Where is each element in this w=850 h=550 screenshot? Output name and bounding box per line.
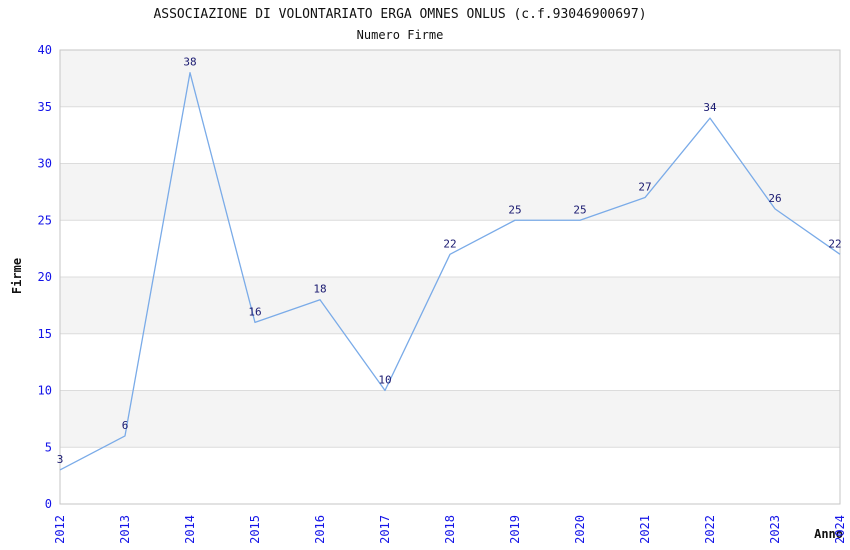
- y-tick-label: 10: [38, 384, 52, 398]
- y-tick-label: 25: [38, 213, 52, 227]
- x-tick-label: 2017: [378, 515, 392, 544]
- data-line: [59, 72, 841, 471]
- x-tick-label: 2024: [833, 515, 847, 544]
- data-label: 38: [183, 56, 196, 69]
- data-label: 22: [828, 237, 841, 250]
- data-label: 22: [443, 237, 456, 250]
- x-tick-label: 2022: [703, 515, 717, 544]
- data-label: 3: [57, 453, 64, 466]
- data-label: 34: [703, 101, 717, 114]
- x-tick-label: 2020: [573, 515, 587, 544]
- y-tick-label: 15: [38, 327, 52, 341]
- data-label: 16: [248, 305, 261, 318]
- data-label: 10: [378, 374, 391, 387]
- grid-band: [60, 390, 840, 448]
- data-label: 26: [768, 192, 781, 205]
- plot-border: [59, 49, 841, 505]
- x-tick-label: 2016: [313, 515, 327, 544]
- y-tick-label: 35: [38, 100, 52, 114]
- data-label: 25: [573, 203, 586, 216]
- grid-band: [60, 50, 840, 107]
- x-tick-label: 2021: [638, 515, 652, 544]
- y-tick-label: 5: [45, 440, 52, 454]
- x-tick-label: 2019: [508, 515, 522, 544]
- chart-subtitle: Numero Firme: [356, 28, 444, 42]
- x-tick-label: 2018: [443, 515, 457, 544]
- x-tick-label: 2014: [183, 515, 197, 544]
- x-tick-label: 2013: [118, 515, 132, 544]
- data-label: 6: [122, 419, 129, 432]
- y-tick-label: 20: [38, 270, 52, 284]
- x-tick-label: 2015: [248, 515, 262, 544]
- y-tick-label: 0: [45, 497, 52, 511]
- data-label: 18: [313, 283, 326, 296]
- x-axis-label: Anno: [814, 527, 843, 541]
- data-label: 27: [638, 181, 651, 194]
- x-tick-label: 2023: [768, 515, 782, 544]
- y-tick-label: 40: [38, 43, 52, 57]
- y-tick-label: 30: [38, 157, 52, 171]
- grid-band: [60, 163, 840, 221]
- data-label: 25: [508, 203, 521, 216]
- x-tick-label: 2012: [53, 515, 67, 544]
- chart-title: ASSOCIAZIONE DI VOLONTARIATO ERGA OMNES …: [153, 7, 647, 22]
- grid-band: [60, 277, 840, 334]
